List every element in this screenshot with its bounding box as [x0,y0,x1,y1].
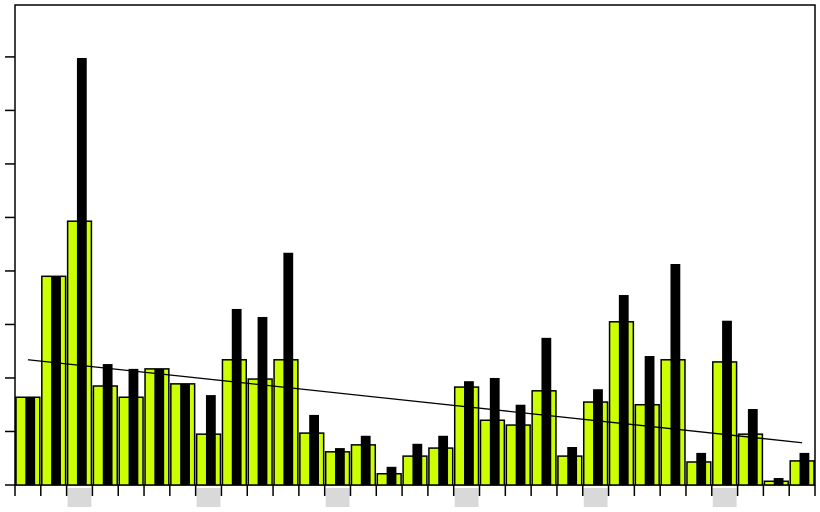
narrow-bar [593,389,603,485]
narrow-bar [799,452,810,485]
narrow-bar [412,443,423,485]
narrow-bar [567,447,578,485]
narrow-bar [180,383,190,485]
narrow-bar [231,308,242,485]
narrow-bar [283,252,294,485]
narrow-bar [205,395,216,485]
narrow-bar [335,448,345,485]
narrow-bar [696,452,707,485]
narrow-bar [722,320,732,485]
narrow-bar [489,377,500,485]
highlight-band [67,488,92,507]
narrow-bar [76,57,87,485]
narrow-bar [541,337,552,485]
highlight-band [325,488,350,507]
narrow-bar [309,414,319,485]
narrow-bar [360,435,371,485]
narrow-bar [644,356,655,485]
narrow-bar [386,466,397,485]
highlight-band [454,488,479,507]
narrow-bar [670,263,681,485]
narrow-bar [51,276,61,485]
narrow-bar [102,364,113,485]
trend-line [27,359,803,444]
narrow-bar [154,368,165,485]
narrow-bar [464,381,474,485]
narrow-bar [773,478,784,485]
narrow-bar [128,368,139,485]
highlight-band [712,488,737,507]
highlight-band [196,488,221,507]
narrow-bar [515,404,526,485]
narrow-bar [25,397,36,485]
highlight-band [583,488,608,507]
narrow-bar [618,295,629,485]
narrow-bar [438,435,449,485]
narrow-bar [257,316,268,485]
narrow-bar [747,409,758,485]
